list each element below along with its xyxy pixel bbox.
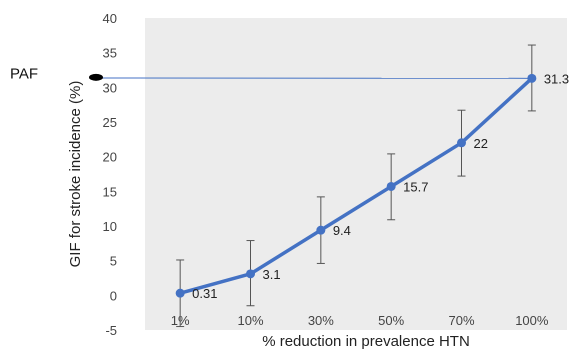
y-tick-label: 0 xyxy=(110,288,117,303)
data-point xyxy=(457,138,466,148)
y-tick-label: -5 xyxy=(105,323,117,338)
y-tick-label: 30 xyxy=(103,80,117,95)
paf-reference: PAF xyxy=(10,65,532,82)
paf-label: PAF xyxy=(10,65,38,82)
x-tick-label: 10% xyxy=(237,313,263,328)
data-point xyxy=(175,288,185,298)
data-labels: 0.31 3.1 9.4 15.7 22 31.3 xyxy=(192,71,569,301)
data-label: 3.1 xyxy=(263,267,281,282)
data-label: 9.4 xyxy=(333,223,351,238)
y-tick-label: 15 xyxy=(103,184,117,199)
data-point xyxy=(316,225,326,235)
paf-marker xyxy=(89,73,103,81)
data-label: 0.31 xyxy=(192,286,217,301)
x-tick-label: 100% xyxy=(515,313,549,328)
x-tick-label: 70% xyxy=(448,313,474,328)
x-tick-label: 50% xyxy=(378,313,404,328)
data-point xyxy=(246,269,255,279)
data-point xyxy=(386,181,396,191)
data-points xyxy=(175,73,537,298)
x-axis-ticks: 1% 10% 30% 50% 70% 100% xyxy=(171,313,549,328)
series-line xyxy=(179,77,534,295)
y-tick-label: 10 xyxy=(103,219,117,234)
y-tick-label: 20 xyxy=(103,150,117,165)
y-axis-title: GIF for stroke incidence (%) xyxy=(67,81,84,268)
data-label: 31.3 xyxy=(544,71,569,86)
x-tick-label: 30% xyxy=(308,313,334,328)
plot-area xyxy=(145,18,567,330)
y-tick-label: 25 xyxy=(103,115,117,130)
data-label: 15.7 xyxy=(403,179,428,194)
data-label: 22 xyxy=(474,136,488,151)
y-tick-label: 35 xyxy=(103,46,117,61)
y-tick-label: 40 xyxy=(103,11,117,26)
y-tick-label: 5 xyxy=(110,254,117,269)
x-axis-title: % reduction in prevalence HTN xyxy=(262,333,470,350)
y-axis-ticks: -5 0 5 10 15 20 25 30 35 40 xyxy=(103,11,117,338)
data-point xyxy=(527,73,537,83)
